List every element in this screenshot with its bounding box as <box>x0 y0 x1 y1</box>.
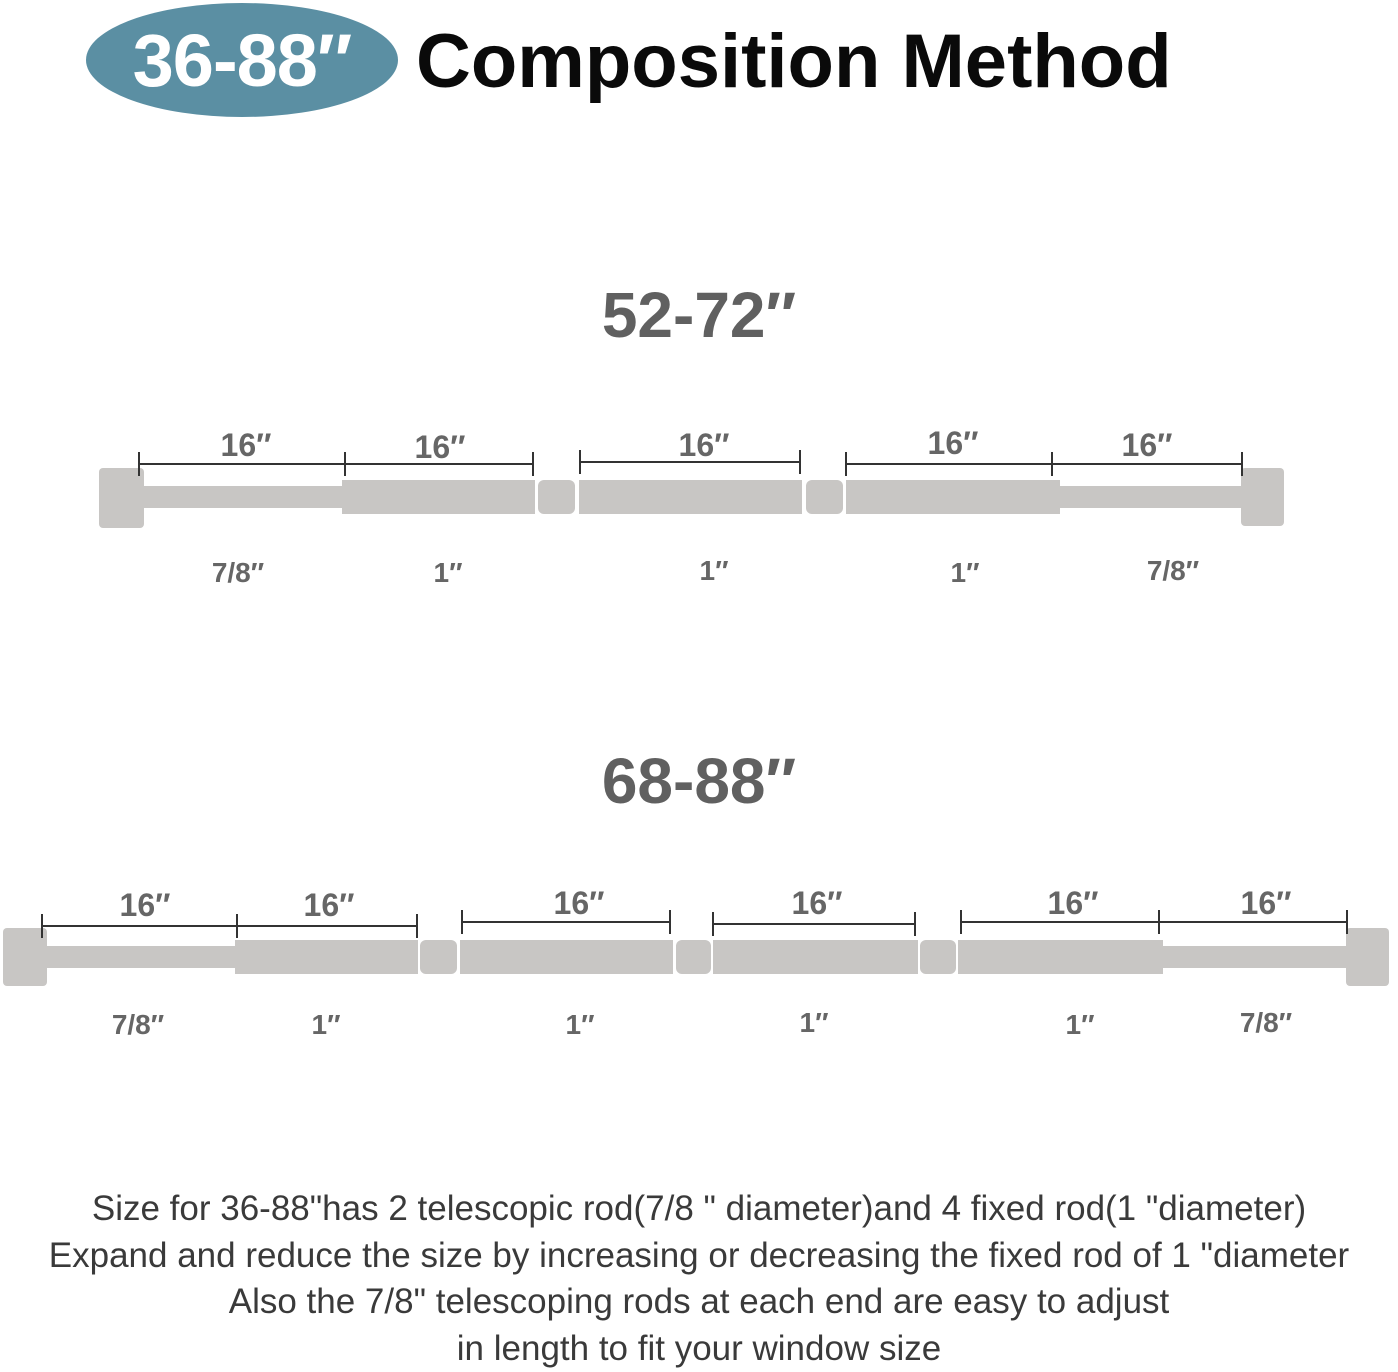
end-cap-right <box>1241 468 1284 526</box>
fixed-rod <box>342 480 535 514</box>
length-label: 16″ <box>928 425 979 461</box>
rod-diagram-68-88: 16″ 16″ 16″ 16″ 16″ 16″ 7/8″ 1″ 1″ 1″ 1″… <box>0 880 1398 1060</box>
diameter-label: 7/8″ <box>112 1009 164 1040</box>
telescopic-rod-left <box>140 486 344 508</box>
fixed-rod <box>713 940 918 974</box>
diameter-label: 1″ <box>951 557 980 588</box>
range-label-68-88: 68-88″ <box>0 744 1398 818</box>
diameter-label: 1″ <box>1066 1009 1095 1040</box>
diameter-label: 7/8″ <box>212 557 264 588</box>
connector <box>538 480 575 514</box>
diameter-label: 1″ <box>700 555 729 586</box>
length-label: 16″ <box>679 427 730 463</box>
telescopic-rod-right <box>1058 486 1244 508</box>
fixed-rod <box>235 940 418 974</box>
size-range-badge-text: 36-88″ <box>133 18 352 103</box>
diameter-label: 7/8″ <box>1240 1007 1292 1038</box>
length-label: 16″ <box>1122 427 1173 463</box>
fixed-rod <box>460 940 673 974</box>
length-label: 16″ <box>415 429 466 465</box>
length-label: 16″ <box>304 887 355 923</box>
length-label: 16″ <box>1241 885 1292 921</box>
description: Size for 36-88"has 2 telescopic rod(7/8 … <box>0 1186 1398 1372</box>
fixed-rod <box>846 480 1060 514</box>
length-label: 16″ <box>792 885 843 921</box>
size-range-badge: 36-88″ <box>86 3 398 117</box>
diameter-label: 7/8″ <box>1147 555 1199 586</box>
length-label: 16″ <box>554 885 605 921</box>
rod-diagram-52-72: 16″ 16″ 16″ 16″ 16″ 7/8″ 1″ 1″ 1″ 7/8″ <box>0 420 1398 600</box>
description-line-1: Size for 36-88"has 2 telescopic rod(7/8 … <box>0 1186 1398 1233</box>
length-label: 16″ <box>221 427 272 463</box>
connector <box>806 480 843 514</box>
range-label-52-72: 52-72″ <box>0 278 1398 352</box>
telescopic-rod-right <box>1160 946 1350 968</box>
fixed-rod <box>579 480 802 514</box>
diameter-label: 1″ <box>312 1009 341 1040</box>
length-label: 16″ <box>120 887 171 923</box>
end-cap-left <box>99 468 144 528</box>
diameter-label: 1″ <box>434 557 463 588</box>
connector <box>920 940 956 974</box>
diameter-label: 1″ <box>800 1007 829 1038</box>
end-cap-left <box>3 928 47 986</box>
fixed-rod <box>958 940 1163 974</box>
length-label: 16″ <box>1048 885 1099 921</box>
description-line-3: Also the 7/8" telescoping rods at each e… <box>0 1279 1398 1326</box>
page-title: Composition Method <box>416 12 1172 112</box>
end-cap-right <box>1346 928 1389 986</box>
description-line-2: Expand and reduce the size by increasing… <box>0 1233 1398 1280</box>
description-line-4: in length to fit your window size <box>0 1326 1398 1372</box>
connector <box>420 940 457 974</box>
diameter-label: 1″ <box>566 1009 595 1040</box>
telescopic-rod-left <box>44 946 238 968</box>
connector <box>676 940 711 974</box>
